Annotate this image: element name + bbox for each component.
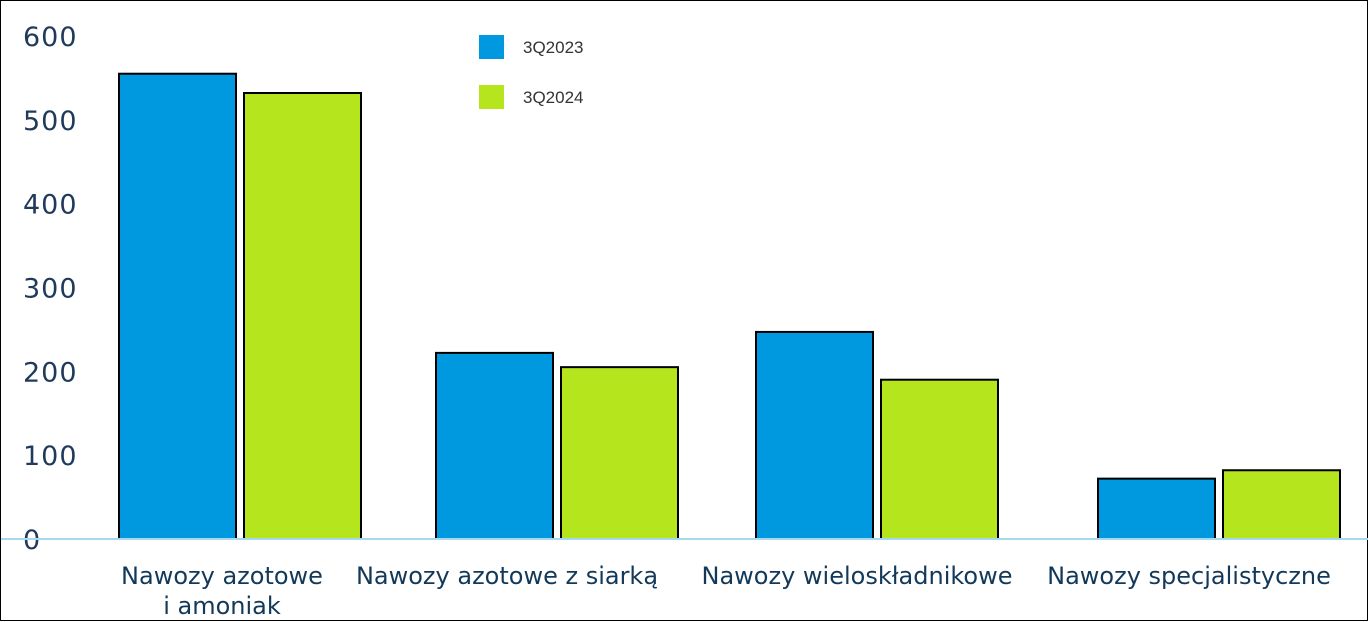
- bar-3Q2024: [1222, 469, 1341, 540]
- legend-label: 3Q2023: [523, 38, 584, 57]
- x-category-label: Nawozy azotowe z siarką: [356, 562, 658, 590]
- bar-3Q2024: [880, 378, 999, 541]
- y-axis: 600 500 400 300 200 100 0: [23, 22, 78, 556]
- legend-label: 3Q2024: [523, 88, 584, 107]
- bar-3Q2024: [560, 366, 679, 540]
- legend-swatch-3Q2024: [479, 85, 504, 109]
- y-tick-label: 400: [23, 190, 78, 221]
- bar-3Q2023: [1097, 477, 1216, 541]
- x-category-label: Nawozy wieloskładnikowe: [702, 562, 1013, 590]
- y-tick-label: 600: [23, 22, 78, 53]
- bars: [118, 72, 1341, 541]
- bar-3Q2023: [118, 72, 237, 540]
- bar-3Q2023: [755, 330, 874, 540]
- legend: 3Q2023 3Q2024: [479, 35, 584, 109]
- bar-3Q2023: [435, 351, 554, 541]
- y-tick-label: 200: [23, 357, 78, 388]
- x-category-label: Nawozy specjalistyczne: [1047, 562, 1331, 590]
- y-tick-label: 300: [23, 274, 78, 305]
- y-tick-label: 0: [23, 525, 41, 556]
- x-category-label: Nawozy azotowe: [121, 562, 323, 590]
- bar-3Q2024: [243, 92, 362, 541]
- y-tick-label: 500: [23, 106, 78, 137]
- legend-swatch-3Q2023: [479, 35, 504, 59]
- y-tick-label: 100: [23, 441, 78, 472]
- x-category-label: i amoniak: [163, 592, 281, 620]
